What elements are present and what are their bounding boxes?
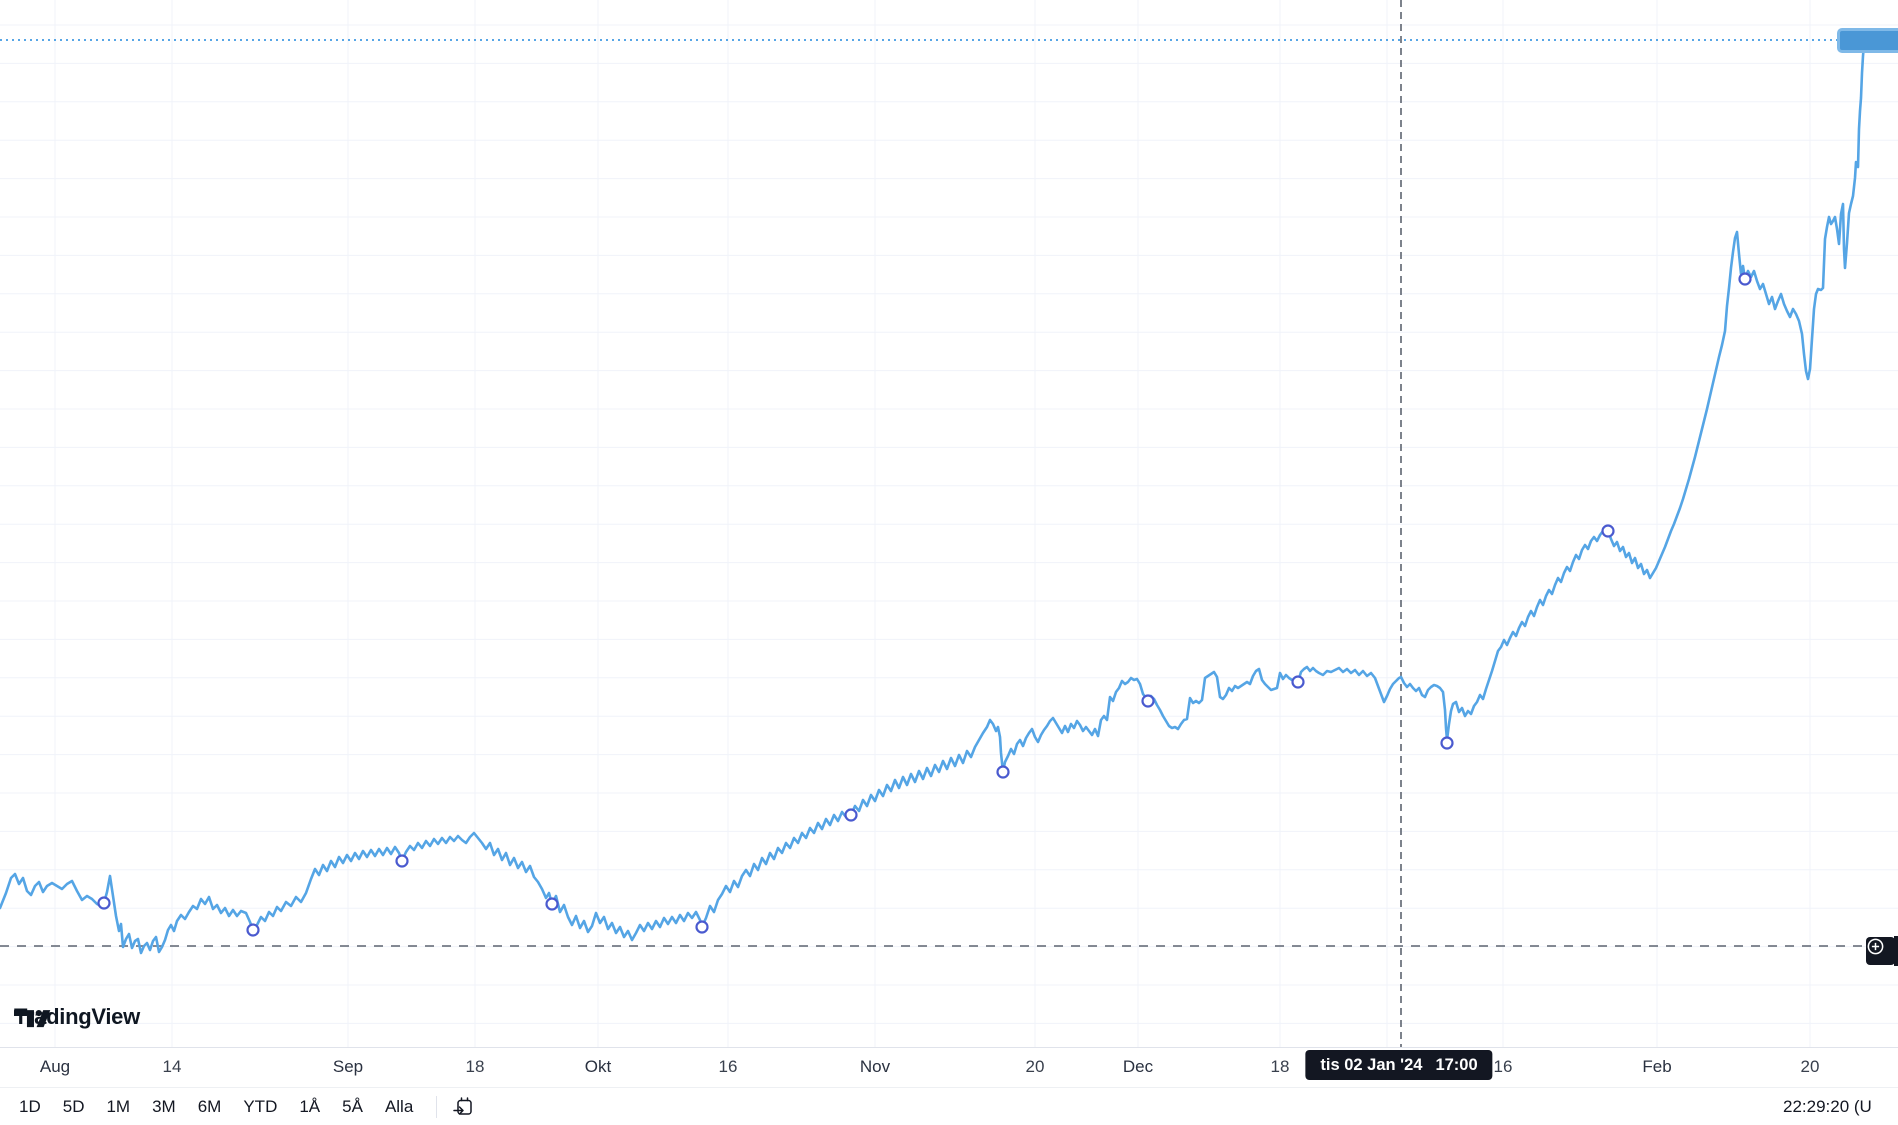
calendar-goto-icon	[453, 1096, 473, 1115]
data-point-marker	[1141, 694, 1155, 708]
time-axis-label-16: 16	[718, 1057, 738, 1076]
time-axis-label-okt: Okt	[584, 1057, 612, 1076]
data-point-marker	[695, 920, 709, 934]
data-point-marker	[1738, 272, 1752, 286]
time-axis-label-dec: Dec	[1122, 1057, 1154, 1076]
time-axis-label-20: 20	[1800, 1057, 1820, 1076]
toolbar-divider	[436, 1095, 438, 1118]
range-switcher: 1D 5D 1M 3M 6M YTD 1Å 5Å Alla	[8, 1094, 424, 1120]
tradingview-logo[interactable]: TradingView	[14, 1004, 140, 1030]
range-button-alla[interactable]: Alla	[376, 1094, 422, 1120]
data-point-marker	[395, 854, 409, 868]
time-axis-label-18: 18	[465, 1057, 485, 1076]
time-axis-label-nov: Nov	[859, 1057, 891, 1076]
time-axis-label-aug: Aug	[39, 1057, 71, 1076]
price-axis-edge	[1894, 936, 1898, 966]
range-button-1m[interactable]: 1M	[97, 1094, 139, 1120]
range-button-6m[interactable]: 6M	[189, 1094, 231, 1120]
chart-pane[interactable]: TradingView	[0, 0, 1898, 1048]
range-button-1å[interactable]: 1Å	[290, 1094, 329, 1120]
bottom-toolbar: 1D 5D 1M 3M 6M YTD 1Å 5Å Alla 22:29:20 (U	[0, 1087, 1898, 1125]
data-point-marker	[844, 808, 858, 822]
data-point-marker	[1291, 675, 1305, 689]
crosshair-date: tis 02 Jan '24	[1320, 1055, 1423, 1074]
price-line-chart[interactable]	[0, 0, 1898, 1047]
range-button-3m[interactable]: 3M	[143, 1094, 185, 1120]
time-axis-label-16: 16	[1493, 1057, 1513, 1076]
tradingview-logo-text: TradingView	[14, 1004, 140, 1029]
range-button-ytd[interactable]: YTD	[234, 1094, 286, 1120]
range-button-1d[interactable]: 1D	[10, 1094, 50, 1120]
clock-display[interactable]: 22:29:20 (U	[1783, 1097, 1872, 1116]
go-to-date-button[interactable]	[449, 1093, 477, 1121]
price-line-series	[0, 42, 1866, 955]
range-button-5å[interactable]: 5Å	[333, 1094, 372, 1120]
time-axis-label-18: 18	[1270, 1057, 1290, 1076]
data-point-marker	[97, 896, 111, 910]
tradingview-logo-icon	[14, 1009, 51, 1028]
last-price-label	[1837, 28, 1898, 53]
data-point-marker	[1440, 736, 1454, 750]
time-axis-label-feb: Feb	[1642, 1057, 1672, 1076]
crosshair-time: 17:00	[1435, 1055, 1478, 1074]
plus-circle-icon	[1867, 938, 1884, 955]
range-button-5d[interactable]: 5D	[54, 1094, 94, 1120]
time-axis[interactable]: Aug 14 Sep 18 Okt 16 Nov 20 Dec 18 16 Feb 20 tis 02 …	[0, 1048, 1898, 1087]
time-axis-label-sep: Sep	[332, 1057, 364, 1076]
data-point-marker	[1601, 524, 1615, 538]
add-alert-plus-button[interactable]	[1866, 937, 1895, 965]
data-point-marker	[246, 923, 260, 937]
data-point-marker	[996, 765, 1010, 779]
time-axis-label-20: 20	[1025, 1057, 1045, 1076]
time-axis-label-14: 14	[162, 1057, 182, 1076]
crosshair-date-tooltip: tis 02 Jan '24 17:00	[1305, 1050, 1493, 1080]
data-point-marker	[545, 897, 559, 911]
